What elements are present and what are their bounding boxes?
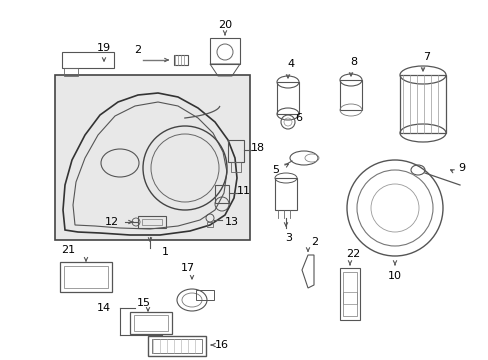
Bar [62,52,114,68]
Text: 3: 3 [285,233,292,243]
Bar [227,140,244,162]
Text: 1: 1 [161,247,168,257]
Text: 17: 17 [181,263,195,273]
Text: 19: 19 [97,43,111,53]
Bar [134,315,168,331]
Text: 4: 4 [287,59,294,69]
Text: 15: 15 [137,298,151,308]
Text: 10: 10 [387,271,401,281]
Bar [55,75,249,240]
Text: 7: 7 [423,52,429,62]
Bar [230,162,241,172]
Bar [339,268,359,320]
Text: 9: 9 [458,163,465,173]
Bar [339,80,361,110]
Bar [174,55,187,65]
Bar [142,219,162,225]
Bar [215,185,228,203]
Text: 22: 22 [345,249,359,259]
Bar [274,178,296,210]
Text: 13: 13 [224,217,239,227]
Bar [138,216,165,228]
Bar [342,272,356,316]
Bar [276,82,298,114]
Bar [196,290,214,300]
Text: 21: 21 [61,245,75,255]
Bar [152,339,202,353]
Text: 5: 5 [272,165,279,175]
Text: 6: 6 [295,113,302,123]
Text: 20: 20 [218,20,232,30]
Text: 18: 18 [250,143,264,153]
Bar [60,262,112,292]
Text: 2: 2 [311,237,318,247]
Bar [342,292,356,304]
Bar [206,222,213,227]
Text: 11: 11 [237,186,250,196]
Bar [64,68,78,76]
Bar [209,38,240,64]
Bar [130,312,172,334]
Text: 16: 16 [215,340,228,350]
Text: 2: 2 [134,45,141,55]
Text: 14: 14 [97,303,111,313]
Text: 8: 8 [350,57,357,67]
Bar [64,266,108,288]
Bar [399,75,445,133]
Text: 12: 12 [105,217,119,227]
Bar [148,336,205,356]
